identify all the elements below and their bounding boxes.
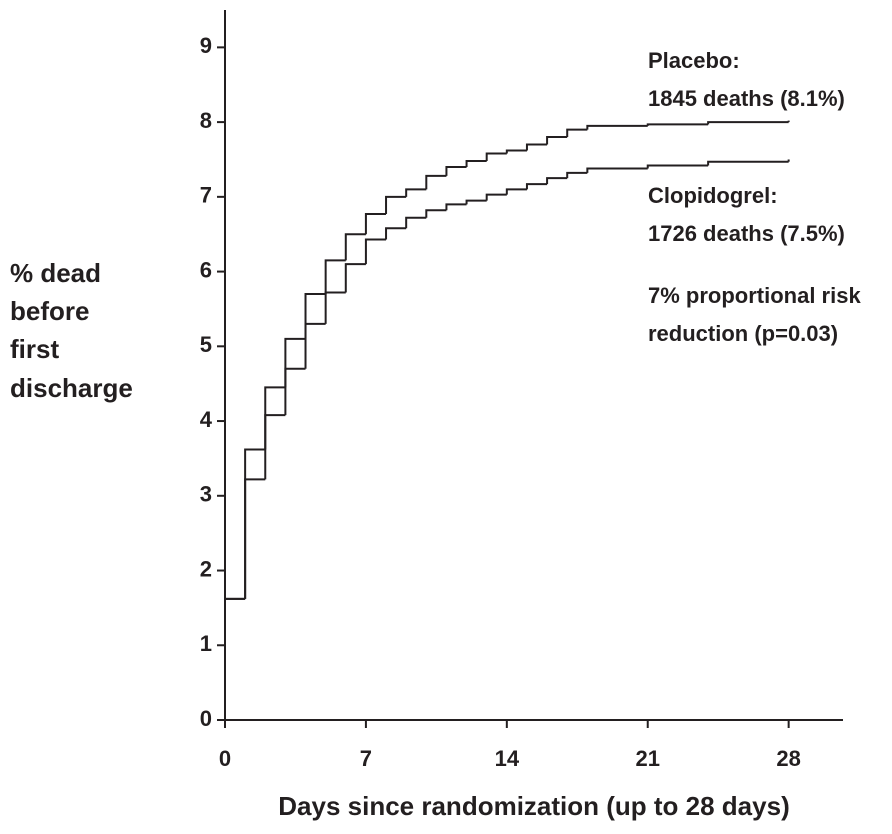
step bbox=[364, 238, 387, 265]
step bbox=[425, 209, 447, 218]
y-axis-label: discharge bbox=[10, 373, 133, 403]
y-tick-label: 9 bbox=[200, 33, 212, 58]
step bbox=[586, 124, 648, 130]
step bbox=[324, 291, 346, 324]
y-tick-label: 8 bbox=[200, 108, 212, 133]
step bbox=[284, 367, 306, 416]
step bbox=[465, 199, 487, 205]
step bbox=[646, 123, 709, 126]
y-tick-label: 2 bbox=[200, 556, 212, 581]
series-label: Placebo: bbox=[648, 48, 740, 73]
series-label: Clopidogrel: bbox=[648, 183, 778, 208]
step bbox=[566, 171, 588, 179]
annotation: 1726 deaths (7.5%) bbox=[648, 221, 845, 246]
x-axis-label: Days since randomization (up to 28 days) bbox=[278, 791, 789, 821]
y-axis-label: first bbox=[10, 334, 59, 364]
step bbox=[525, 183, 548, 190]
x-tick-label: 7 bbox=[360, 746, 372, 771]
step bbox=[344, 233, 366, 261]
step bbox=[707, 121, 789, 125]
annotation: 1845 deaths (8.1%) bbox=[648, 86, 845, 111]
y-tick-label: 1 bbox=[200, 631, 212, 656]
x-tick-label: 0 bbox=[219, 746, 231, 771]
step bbox=[385, 227, 407, 240]
y-axis-label: % dead bbox=[10, 258, 101, 288]
y-tick-label: 4 bbox=[200, 407, 213, 432]
step bbox=[264, 386, 286, 450]
x-tick-label: 14 bbox=[495, 746, 520, 771]
step bbox=[405, 188, 427, 197]
step bbox=[465, 159, 487, 167]
step bbox=[546, 136, 568, 145]
step bbox=[445, 203, 467, 211]
step bbox=[525, 143, 548, 151]
step bbox=[385, 195, 407, 215]
step bbox=[485, 152, 507, 161]
y-tick-label: 7 bbox=[200, 183, 212, 208]
step bbox=[264, 414, 286, 480]
step bbox=[546, 177, 568, 185]
step bbox=[586, 167, 648, 173]
step bbox=[646, 164, 709, 169]
step bbox=[445, 165, 467, 176]
step bbox=[364, 213, 387, 235]
y-axis-label: before bbox=[10, 296, 89, 326]
step bbox=[304, 293, 326, 339]
y-tick-label: 5 bbox=[200, 332, 212, 357]
step bbox=[405, 216, 427, 229]
y-tick-label: 6 bbox=[200, 257, 212, 282]
step bbox=[425, 174, 447, 190]
annotation: reduction (p=0.03) bbox=[648, 321, 838, 346]
step bbox=[324, 259, 346, 294]
x-tick-label: 28 bbox=[776, 746, 800, 771]
step bbox=[304, 322, 326, 369]
step bbox=[284, 337, 306, 388]
step bbox=[505, 188, 527, 195]
step bbox=[566, 128, 588, 138]
x-tick-label: 21 bbox=[635, 746, 659, 771]
step bbox=[244, 448, 266, 599]
step bbox=[485, 193, 507, 201]
step bbox=[707, 160, 789, 166]
step bbox=[505, 149, 527, 154]
y-tick-label: 3 bbox=[200, 482, 212, 507]
step bbox=[244, 478, 266, 599]
step bbox=[344, 263, 366, 293]
y-tick-label: 0 bbox=[200, 706, 212, 731]
annotation: 7% proportional risk bbox=[648, 283, 861, 308]
